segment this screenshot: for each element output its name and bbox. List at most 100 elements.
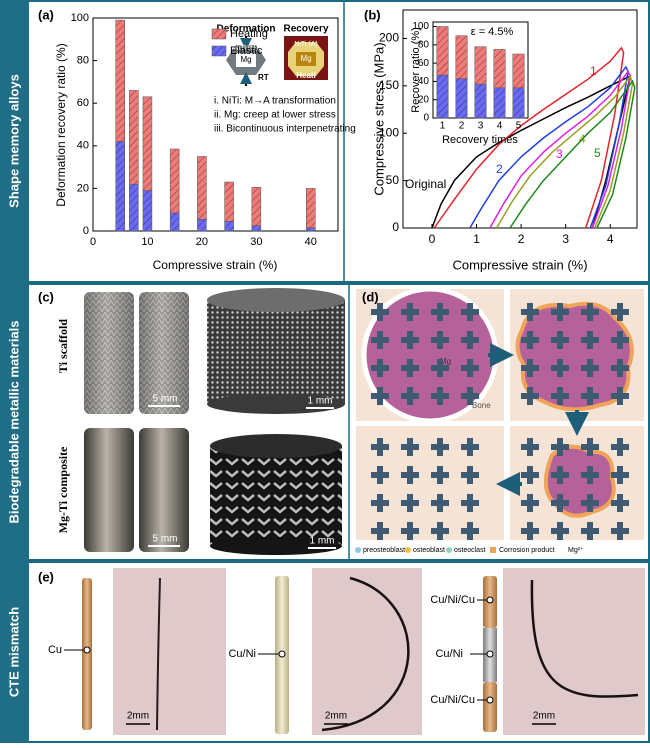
scaffold-strut bbox=[371, 331, 389, 349]
bar-segment bbox=[197, 156, 207, 220]
legend-label: osteoblast bbox=[413, 547, 445, 554]
scaffold-strut bbox=[371, 522, 389, 540]
scaffold-strut bbox=[581, 303, 599, 321]
x-tick-label: 30 bbox=[250, 236, 262, 248]
mgti-cylinder-photo bbox=[84, 428, 134, 552]
bar-segment bbox=[197, 219, 207, 232]
side-band bbox=[0, 0, 29, 283]
sample-label: Cu/Ni bbox=[435, 648, 463, 660]
bar-segment bbox=[436, 26, 449, 76]
x-tick-label: 2 bbox=[459, 121, 465, 132]
bar-segment bbox=[493, 49, 506, 89]
scaffold-strut bbox=[521, 303, 539, 321]
y-tick-label: 40 bbox=[77, 140, 89, 152]
x-tick-label: 10 bbox=[141, 236, 153, 248]
x-tick-label: 0 bbox=[429, 232, 436, 246]
legend-icon bbox=[490, 547, 496, 553]
scaffold-strut bbox=[461, 466, 479, 484]
scaffold-strut bbox=[611, 303, 629, 321]
pointer-dot bbox=[278, 650, 286, 658]
cu-segment bbox=[483, 682, 497, 732]
mgti-bottom bbox=[210, 537, 342, 555]
y-axis-label: Recover ratio (%) bbox=[410, 27, 422, 113]
bar-segment bbox=[115, 141, 125, 232]
bar-segment bbox=[455, 35, 468, 79]
plot-area bbox=[402, 9, 638, 229]
section-label: Biodegradable metallic materials bbox=[6, 320, 21, 523]
y-tick-label: 60 bbox=[77, 97, 89, 109]
curve-label: Original bbox=[405, 177, 446, 191]
x-tick-label: 3 bbox=[478, 121, 484, 132]
photo bbox=[312, 568, 422, 735]
scaffold-strut bbox=[581, 522, 599, 540]
scaffold-strut bbox=[581, 466, 599, 484]
y-tick-label: 100 bbox=[412, 21, 429, 32]
curve bbox=[495, 74, 634, 229]
scale-label: 2mm bbox=[325, 711, 347, 722]
mgti-render bbox=[210, 446, 342, 546]
note: iii. Bicontinuous interpenetrating bbox=[214, 124, 356, 135]
legend-swatch bbox=[211, 28, 227, 40]
scaffold-strut bbox=[401, 522, 419, 540]
schematic-label: Mg bbox=[240, 55, 251, 64]
section-label: Shape memory alloys bbox=[6, 74, 21, 208]
photo bbox=[113, 568, 226, 735]
section-label: CTE mismatch bbox=[6, 607, 21, 697]
curved-sample bbox=[321, 576, 410, 732]
curved-sample bbox=[530, 579, 639, 698]
y-tick-label: 150 bbox=[379, 78, 399, 92]
scale-label: 5 mm bbox=[153, 394, 178, 405]
bar-segment bbox=[251, 225, 262, 232]
scaffold-strut bbox=[461, 438, 479, 456]
scaffold-strut bbox=[401, 438, 419, 456]
scaffold-strut bbox=[401, 331, 419, 349]
scaffold-strut bbox=[581, 387, 599, 405]
x-tick-label: 4 bbox=[607, 232, 614, 246]
cylinder-shade bbox=[84, 292, 134, 414]
curve-label: 1 bbox=[590, 64, 597, 78]
bar-segment bbox=[436, 74, 449, 119]
scaffold-strut bbox=[521, 522, 539, 540]
tissue-label: Bone bbox=[472, 401, 491, 410]
sample-label: Cu/Ni/Cu bbox=[430, 594, 475, 606]
legend-swatch bbox=[211, 45, 227, 57]
core-label: Mg bbox=[440, 357, 451, 366]
curve-label: 5 bbox=[594, 146, 601, 160]
panel-label: (b) bbox=[364, 7, 381, 22]
panel-label: (d) bbox=[362, 289, 379, 304]
schematic-title: Deformation bbox=[217, 24, 276, 35]
row-label: Ti scaffold bbox=[56, 319, 70, 373]
scaffold-strut bbox=[581, 438, 599, 456]
pointer-dot bbox=[83, 646, 91, 654]
y-tick-label: 0 bbox=[83, 225, 89, 237]
pointer-dot bbox=[486, 696, 494, 704]
bar-segment bbox=[169, 212, 180, 232]
y-tick-label: 80 bbox=[77, 55, 89, 67]
x-tick-label: 0 bbox=[90, 236, 96, 248]
scaffold-top bbox=[207, 288, 345, 312]
curve-label: 2 bbox=[496, 162, 503, 176]
scaffold-strut bbox=[551, 331, 569, 349]
scaffold-strut bbox=[521, 331, 539, 349]
panel-c: (c) Ti scaffold Mg-Ti composite 5 mm 1 m… bbox=[38, 288, 345, 555]
legend-label: osteoclast bbox=[454, 547, 486, 554]
scaffold-strut bbox=[611, 331, 629, 349]
note: i. NiTi: M→A transformation bbox=[214, 96, 336, 107]
scaffold-strut bbox=[431, 359, 449, 377]
pointer-dot bbox=[486, 596, 494, 604]
bar-segment bbox=[224, 221, 234, 232]
legend-icon bbox=[355, 547, 361, 553]
x-tick-label: 4 bbox=[497, 121, 503, 132]
scaffold-strut bbox=[371, 359, 389, 377]
scaffold-strut bbox=[581, 331, 599, 349]
y-tick-label: 60 bbox=[418, 58, 430, 69]
scaffold-strut bbox=[371, 494, 389, 512]
scaffold-strut bbox=[551, 438, 569, 456]
bar-segment bbox=[512, 53, 525, 89]
bar-segment bbox=[251, 187, 262, 226]
x-tick-label: 5 bbox=[516, 121, 522, 132]
curve bbox=[469, 65, 629, 229]
y-tick-label: 0 bbox=[392, 220, 399, 234]
scaffold-strut bbox=[431, 494, 449, 512]
